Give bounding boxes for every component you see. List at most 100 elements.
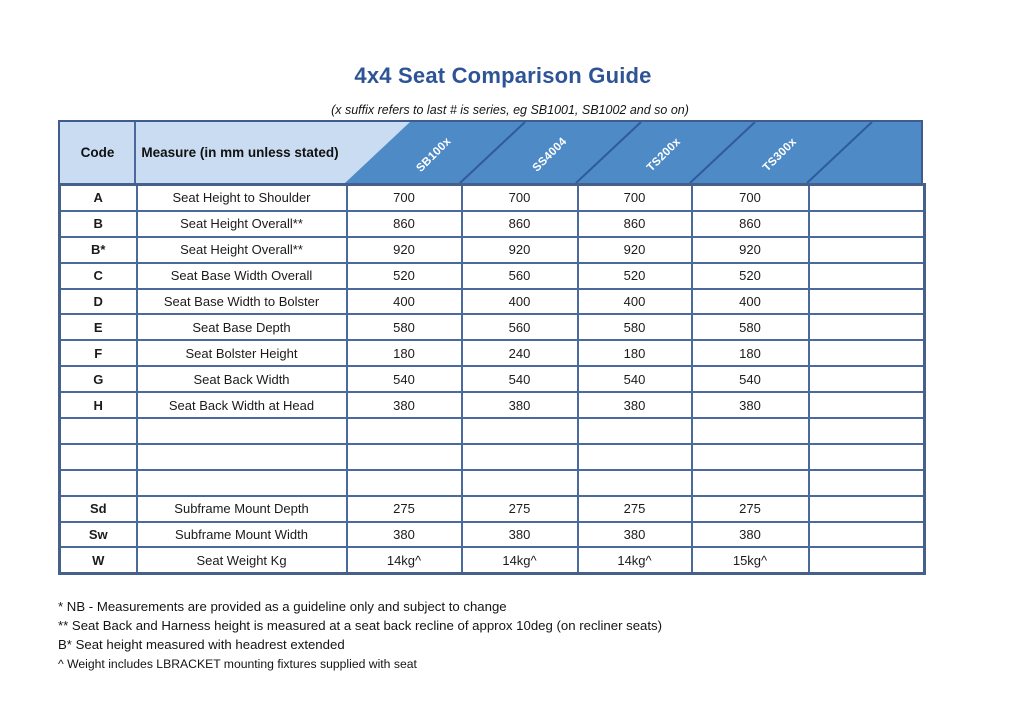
measure-cell (135, 468, 348, 497)
value-cell (807, 468, 926, 497)
value-cell (807, 546, 926, 575)
value-cell: 380 (460, 520, 579, 549)
value-cell (807, 183, 926, 212)
value-cell: 380 (460, 391, 579, 420)
code-cell: Sd (58, 494, 138, 523)
value-cell: 540 (345, 365, 463, 394)
value-cell: 860 (690, 209, 810, 238)
code-cell: F (58, 339, 138, 368)
code-cell: W (58, 546, 138, 575)
measure-cell: Seat Height Overall** (135, 235, 348, 264)
code-cell: D (58, 287, 138, 316)
value-cell (690, 468, 810, 497)
value-cell: 920 (345, 235, 463, 264)
value-cell: 275 (690, 494, 810, 523)
table-body: A Seat Height to Shoulder 700 700 700 70… (58, 183, 926, 575)
measure-cell: Seat Weight Kg (135, 546, 348, 575)
value-cell (807, 365, 926, 394)
code-column-header: Code (80, 145, 115, 160)
table-row: H Seat Back Width at Head 380 380 380 38… (58, 391, 926, 420)
value-cell: 860 (345, 209, 463, 238)
value-cell (690, 417, 810, 445)
value-cell: 400 (576, 287, 693, 316)
value-cell: 520 (576, 261, 693, 290)
value-cell (576, 417, 693, 445)
value-cell (807, 209, 926, 238)
value-cell: 380 (345, 391, 463, 420)
value-cell: 275 (345, 494, 463, 523)
measure-cell: Seat Height to Shoulder (135, 183, 348, 212)
table-row: F Seat Bolster Height 180 240 180 180 (58, 339, 926, 368)
value-cell (576, 442, 693, 471)
footnote-line: ^ Weight includes LBRACKET mounting fixt… (58, 656, 417, 671)
measure-cell: Seat Height Overall** (135, 209, 348, 238)
code-cell (58, 468, 138, 497)
value-cell: 380 (690, 391, 810, 420)
value-cell (807, 235, 926, 264)
code-cell: B (58, 209, 138, 238)
value-cell: 400 (345, 287, 463, 316)
footnote-line: * NB - Measurements are provided as a gu… (58, 599, 507, 614)
code-cell: G (58, 365, 138, 394)
measure-cell: Seat Back Width at Head (135, 391, 348, 420)
value-cell (345, 468, 463, 497)
value-cell: 700 (576, 183, 693, 212)
value-cell: 520 (345, 261, 463, 290)
value-cell: 380 (345, 520, 463, 549)
measure-cell: Seat Base Width to Bolster (135, 287, 348, 316)
value-cell: 180 (345, 339, 463, 368)
table-grid: A Seat Height to Shoulder 700 700 700 70… (58, 183, 926, 576)
value-cell: 14kg^ (345, 546, 463, 575)
code-cell: H (58, 391, 138, 420)
measure-cell: Subframe Mount Width (135, 520, 348, 549)
value-cell: 380 (690, 520, 810, 549)
value-cell: 580 (690, 313, 810, 342)
table-row: Sw Subframe Mount Width 380 380 380 380 (58, 520, 926, 549)
value-cell (345, 417, 463, 445)
value-cell: 920 (460, 235, 579, 264)
value-cell: 380 (576, 391, 693, 420)
table-header: Code Measure (in mm unless stated) SB100… (58, 120, 923, 183)
value-cell: 240 (460, 339, 579, 368)
code-cell: C (58, 261, 138, 290)
table-row (58, 417, 926, 445)
footnotes: * NB - Measurements are provided as a gu… (58, 598, 958, 674)
value-cell (807, 287, 926, 316)
value-cell (460, 468, 579, 497)
code-cell (58, 417, 138, 445)
page-title: 4x4 Seat Comparison Guide (354, 63, 652, 88)
table-row (58, 442, 926, 471)
measure-cell: Seat Bolster Height (135, 339, 348, 368)
value-cell: 275 (576, 494, 693, 523)
value-cell (345, 442, 463, 471)
value-cell: 560 (460, 261, 579, 290)
measure-cell (135, 417, 348, 445)
value-cell: 520 (690, 261, 810, 290)
value-cell: 14kg^ (460, 546, 579, 575)
value-cell (807, 339, 926, 368)
value-cell (576, 468, 693, 497)
value-cell: 180 (690, 339, 810, 368)
value-cell (807, 417, 926, 445)
value-cell: 560 (460, 313, 579, 342)
code-cell: Sw (58, 520, 138, 549)
value-cell (460, 417, 579, 445)
value-cell (807, 442, 926, 471)
measure-cell: Seat Back Width (135, 365, 348, 394)
value-cell: 400 (690, 287, 810, 316)
measure-cell: Seat Base Depth (135, 313, 348, 342)
value-cell: 700 (345, 183, 463, 212)
table-row: C Seat Base Width Overall 520 560 520 52… (58, 261, 926, 290)
footnote-line: B* Seat height measured with headrest ex… (58, 636, 345, 652)
page-subtitle: (x suffix refers to last # is series, eg… (331, 103, 689, 117)
value-cell: 920 (576, 235, 693, 264)
table-row: B* Seat Height Overall** 920 920 920 920 (58, 235, 926, 264)
code-cell: E (58, 313, 138, 342)
value-cell: 275 (460, 494, 579, 523)
table-row: Sd Subframe Mount Depth 275 275 275 275 (58, 494, 926, 523)
code-cell (58, 442, 138, 471)
measure-cell: Subframe Mount Depth (135, 494, 348, 523)
value-cell: 400 (460, 287, 579, 316)
code-cell: A (58, 183, 138, 212)
footnote-line: ** Seat Back and Harness height is measu… (58, 617, 663, 633)
